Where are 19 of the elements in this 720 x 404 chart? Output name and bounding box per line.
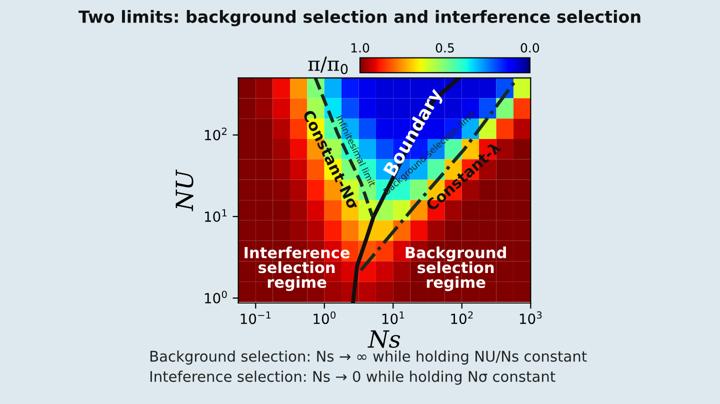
x-tick-label: 10$^{2}$	[451, 311, 473, 324]
y-tick-label: 10$^{2}$	[204, 128, 226, 140]
color-bar-label: 1.0	[351, 43, 370, 53]
annotation: Background selection regime	[406, 246, 506, 292]
y-tick-label: 10$^{0}$	[204, 290, 227, 304]
x-axis-title: Ns	[368, 330, 400, 348]
color-bar-label: 0.5	[436, 43, 454, 53]
y-axis-title: NU	[176, 170, 194, 212]
x-tick-label: 10$^{−1}$	[240, 311, 271, 324]
x-tick-label: 10$^{0}$	[314, 311, 336, 324]
text: Background selection: Ns → ∞ while holding NU/Ns constant	[150, 350, 587, 365]
chart-title: Two limits: background selection and interference selection	[78, 10, 640, 26]
x-tick-label: 10$^{1}$	[382, 311, 404, 324]
y-tick-label: 10$^{1}$	[204, 209, 227, 222]
color-bar-label: 0.0	[520, 43, 540, 53]
annotation: Interference selection regime	[244, 246, 350, 292]
color-bar-title: π/π$_{0}$	[308, 56, 348, 74]
x-tick-label: 10$^{3}$	[520, 311, 542, 324]
text: Inteference selection: Ns → 0 while holding Nσ constant	[150, 370, 556, 385]
